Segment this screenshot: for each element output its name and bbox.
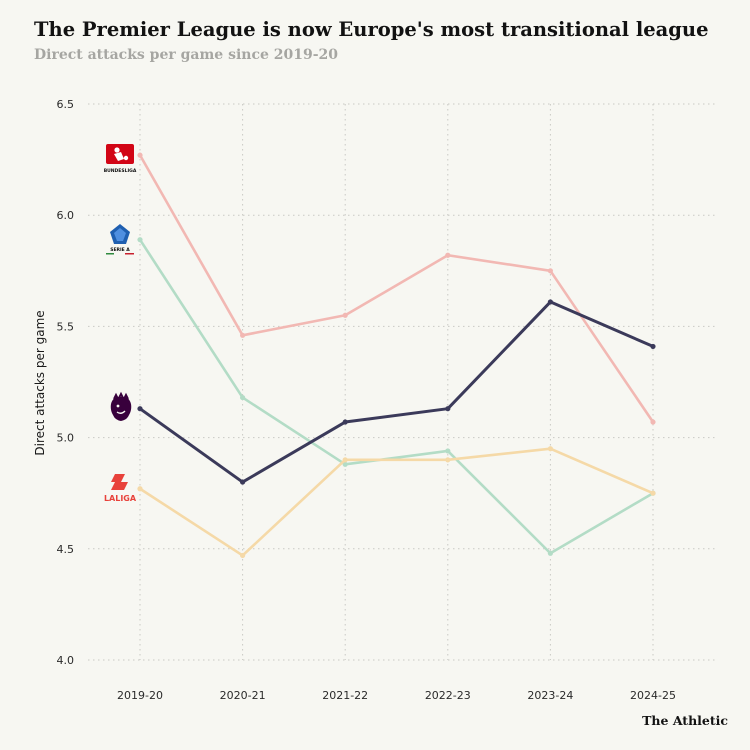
- data-point-serie_a: [137, 237, 143, 243]
- data-point-laliga: [650, 490, 656, 496]
- data-point-bundesliga: [137, 152, 143, 158]
- series-line-serie_a: [138, 238, 655, 555]
- x-tick-label: 2021-22: [322, 689, 368, 702]
- bundesliga-logo-icon: BUNDESLIGA: [104, 144, 137, 174]
- data-point-serie_a: [547, 550, 554, 556]
- serie-a-logo-icon: SERIE A: [106, 224, 134, 255]
- series-line-laliga: [138, 447, 655, 557]
- y-tick-label: 6.5: [57, 98, 75, 111]
- series-premier_league: [137, 299, 656, 485]
- y-tick-label: 5.0: [57, 432, 75, 445]
- data-point-laliga: [547, 446, 554, 452]
- y-tick-label: 5.5: [57, 320, 75, 333]
- chart-subtitle: Direct attacks per game since 2019-20: [34, 47, 339, 63]
- data-point-bundesliga: [445, 252, 451, 258]
- x-tick-label: 2019-20: [117, 689, 163, 702]
- data-point-serie_a: [240, 394, 246, 401]
- y-tick-label: 4.0: [57, 654, 75, 667]
- data-point-laliga: [342, 457, 348, 463]
- data-point-bundesliga: [240, 332, 246, 338]
- series-lines: [137, 152, 656, 559]
- premier-league-lion-icon: [110, 391, 132, 421]
- series-line-bundesliga: [138, 153, 655, 424]
- data-point-laliga: [445, 457, 451, 463]
- data-point-laliga: [240, 552, 246, 559]
- data-point-bundesliga: [342, 312, 348, 318]
- series-bundesliga: [137, 152, 656, 425]
- data-point-bundesliga: [547, 268, 554, 274]
- data-point-premier_league: [547, 299, 554, 305]
- data-point-bundesliga: [650, 419, 656, 425]
- data-point-premier_league: [650, 343, 656, 350]
- data-point-premier_league: [137, 406, 143, 412]
- data-point-premier_league: [342, 419, 348, 425]
- y-gridlines: [88, 103, 715, 661]
- series-line-premier_league: [138, 300, 655, 484]
- chart-title: The Premier League is now Europe's most …: [34, 18, 709, 41]
- data-point-serie_a: [445, 448, 451, 454]
- bundesliga-logo-text: BUNDESLIGA: [104, 168, 137, 174]
- laliga-logo-icon: LALIGA: [104, 474, 137, 503]
- x-tick-label: 2024-25: [630, 689, 676, 702]
- data-point-laliga: [137, 486, 143, 492]
- data-point-serie_a: [342, 461, 348, 467]
- y-tick-label: 4.5: [57, 543, 75, 556]
- y-axis-label: Direct attacks per game: [33, 310, 47, 455]
- serie-a-logo-text: SERIE A: [110, 247, 130, 253]
- y-tick-label: 6.0: [57, 209, 75, 222]
- x-tick-label: 2020-21: [220, 689, 266, 702]
- laliga-logo-text: LALIGA: [104, 494, 137, 503]
- series-laliga: [137, 446, 656, 559]
- x-tick-label: 2023-24: [527, 689, 573, 702]
- data-point-premier_league: [240, 479, 246, 485]
- y-tick-labels: 4.0 4.5 5.0 5.5 6.0 6.5: [57, 98, 75, 667]
- publisher-credit: The Athletic: [642, 713, 728, 728]
- x-tick-label: 2022-23: [425, 689, 471, 702]
- x-tick-labels: 2019-20 2020-21 2021-22 2022-23 2023-24 2024-…: [117, 689, 676, 702]
- data-point-premier_league: [445, 406, 451, 412]
- x-gridlines: [139, 104, 654, 660]
